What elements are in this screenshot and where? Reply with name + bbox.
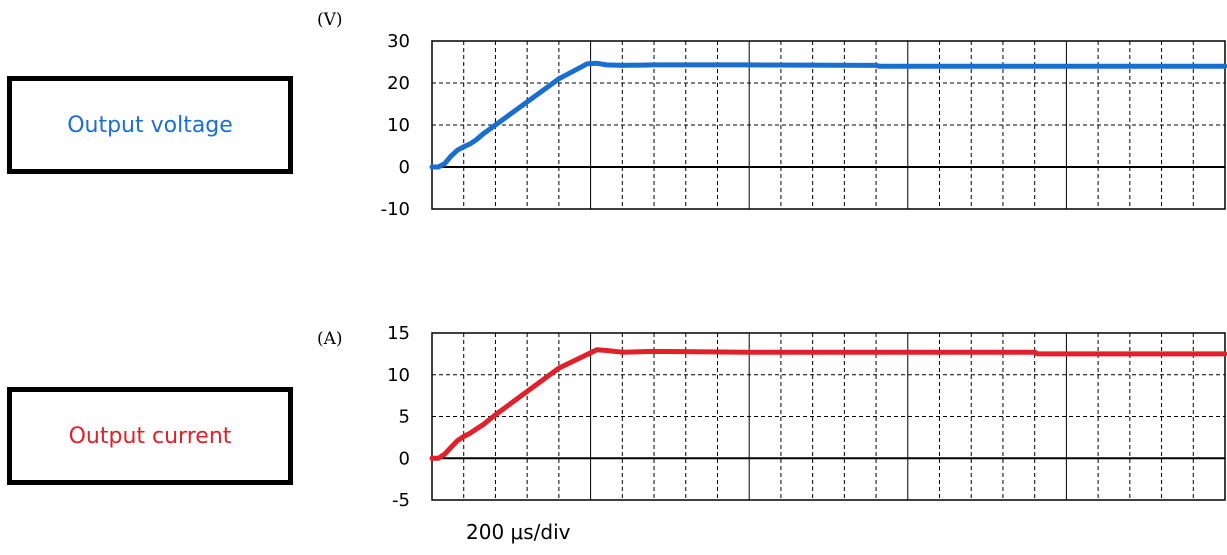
time-per-division-label: 200 μs/div — [466, 520, 571, 544]
output-current-label-box: Output current — [7, 387, 293, 485]
voltage-y-tick-label: -10 — [381, 199, 410, 220]
output-voltage-label-box: Output voltage — [7, 76, 293, 174]
voltage-series-line — [429, 60, 1227, 170]
current-series-line — [429, 347, 1227, 461]
current-chart: 15 10 5 0 -5 — [387, 323, 1227, 511]
voltage-chart: 30 20 10 0 -10 — [381, 31, 1227, 220]
current-plot-frame — [431, 332, 1226, 501]
current-unit-label: (A) — [317, 329, 343, 349]
current-y-tick-label: 5 — [399, 407, 410, 428]
voltage-y-tick-label: 10 — [387, 115, 410, 136]
current-y-tick-label: 10 — [387, 365, 410, 386]
current-y-tick-label: -5 — [392, 490, 410, 511]
voltage-unit-label: (V) — [317, 10, 343, 30]
voltage-y-tick-label: 20 — [387, 73, 410, 94]
voltage-plot-frame — [431, 40, 1226, 210]
current-y-tick-label: 15 — [387, 323, 410, 344]
voltage-y-tick-label: 30 — [387, 31, 410, 52]
current-y-tick-label: 0 — [399, 448, 410, 469]
output-voltage-label: Output voltage — [67, 112, 233, 138]
output-current-label: Output current — [68, 423, 232, 449]
voltage-y-tick-label: 0 — [399, 157, 410, 178]
